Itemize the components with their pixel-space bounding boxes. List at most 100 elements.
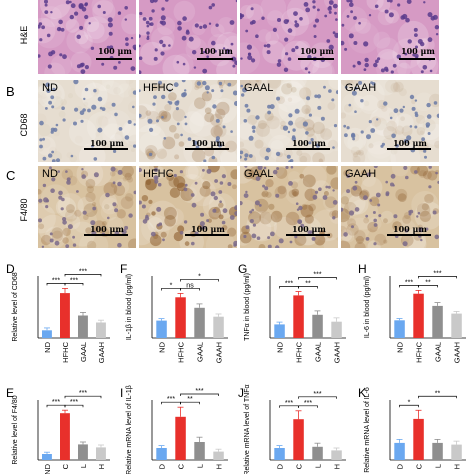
significance-label: ns	[186, 282, 194, 289]
significance-bracket	[298, 277, 337, 280]
significance-label: ***	[70, 399, 78, 406]
x-tick-label: GAAH	[97, 342, 106, 363]
panel-letter: I	[120, 386, 123, 400]
significance-label: ***	[79, 390, 87, 397]
micrograph-label: GAAL	[244, 168, 274, 180]
micrograph-cd68-1: ND 100 μm	[38, 80, 136, 162]
significance-bracket	[418, 285, 438, 288]
panel-letter: H	[358, 262, 367, 276]
scale-bar-label: 100 μm	[292, 138, 326, 148]
scale-bar-label: 100 μm	[393, 138, 427, 148]
micrograph-he-4: 100 μm	[341, 0, 439, 74]
x-tick-label: D	[396, 463, 405, 469]
y-axis-label: Relative level of CD68	[12, 272, 19, 341]
scale-bar-label: 100 μm	[401, 46, 435, 56]
x-tick-label: GAAH	[215, 342, 224, 363]
significance-bracket	[399, 404, 419, 408]
bar-c	[293, 419, 304, 460]
scale-bar	[185, 234, 229, 236]
bar-l	[432, 442, 443, 460]
significance-bracket	[180, 279, 219, 282]
x-tick-label: GAAH	[333, 342, 342, 363]
scale-bar-label: 100 μm	[90, 138, 124, 148]
bar-h	[331, 450, 342, 460]
bar-gaah	[331, 321, 342, 338]
row-label-f480: F4/80	[19, 198, 29, 222]
bar-gaal	[312, 314, 323, 339]
bar-gaah	[451, 313, 462, 338]
bar-chart-h: H IL-6 in blood (pg/ml) ND HFHC GAAL GAAH *** *…	[356, 262, 472, 374]
x-tick-label: C	[295, 463, 304, 469]
bar-chart-svg: I Relative mRNA level of IL-1β D C L H*** ****…	[120, 385, 228, 474]
bar-chart-e: E Relative level of F4/80 ND C L H *** *** ***	[4, 386, 116, 474]
y-axis-label: Relative mRNA level of IL-1β	[126, 385, 133, 474]
bar-c	[413, 418, 424, 460]
significance-bracket	[180, 288, 200, 291]
significance-label: ***	[52, 277, 60, 284]
x-tick-label: ND	[43, 341, 52, 352]
significance-label: ***	[52, 399, 60, 406]
scale-bar	[185, 148, 229, 150]
bar-hfhc	[293, 295, 304, 338]
x-tick-label: C	[177, 463, 186, 469]
significance-bracket	[418, 395, 457, 399]
x-tick-label: ND	[43, 463, 52, 474]
significance-label: ***	[195, 388, 203, 395]
scale-bar	[84, 148, 128, 150]
bar-hfhc	[413, 293, 424, 338]
x-tick-label: GAAL	[434, 342, 443, 362]
micrograph-he-2: 100 μm	[139, 0, 237, 74]
bar-gaal	[432, 305, 443, 338]
bar-h	[96, 447, 106, 460]
bar-h	[213, 451, 224, 460]
x-tick-label: H	[333, 464, 342, 469]
bar-c	[175, 416, 186, 460]
micrograph-label: HFHC	[143, 168, 174, 180]
significance-label: ***	[79, 268, 87, 275]
scale-bar-label: 100 μm	[199, 46, 233, 56]
scale-bar	[298, 58, 334, 60]
panel-letter: K	[358, 386, 366, 400]
x-tick-label: GAAL	[314, 342, 323, 362]
micrograph-label: GAAH	[345, 168, 377, 180]
bar-l	[194, 442, 205, 460]
panel-letter-c: C	[6, 168, 16, 183]
significance-label: ***	[313, 272, 321, 279]
x-tick-label: D	[158, 463, 167, 469]
micrograph-cd68-2: HFHC 100 μm	[139, 80, 237, 162]
significance-label: ***	[433, 270, 441, 277]
panel-letter-b: B	[6, 84, 15, 99]
significance-label: **	[425, 279, 431, 286]
bar-chart-g: G TNFα in blood (pg/ml) ND HFHC GAAL GAAH *** *…	[236, 262, 352, 374]
significance-label: ***	[70, 277, 78, 284]
significance-bracket	[180, 393, 219, 396]
significance-label: ***	[285, 400, 293, 407]
micrograph-label: ND	[42, 168, 58, 180]
scale-bar	[387, 148, 431, 150]
x-tick-label: C	[415, 463, 424, 469]
bar-d	[394, 442, 405, 460]
scale-bar-label: 100 μm	[90, 224, 124, 234]
bar-gaal	[78, 315, 88, 338]
significance-bracket	[64, 283, 84, 286]
bar-chart-j: J Relative mRNA level of TNFα D C L H *** *** **…	[236, 384, 352, 474]
y-axis-label: Relative level of F4/80	[12, 395, 19, 464]
x-tick-label: HFHC	[61, 341, 70, 362]
significance-label: ***	[167, 396, 175, 403]
significance-bracket	[64, 274, 102, 277]
micrograph-f480-2: HFHC 100 μm	[139, 166, 237, 248]
scale-bar	[96, 58, 132, 60]
x-tick-label: H	[453, 464, 462, 469]
x-tick-label: HFHC	[177, 341, 186, 362]
y-axis-label: Relative mRNA level of TNFα	[244, 384, 251, 474]
micrograph-he-3: 100 μm	[240, 0, 338, 74]
micrograph-label: ND	[42, 82, 58, 94]
significance-label: **	[187, 396, 193, 403]
row-label-cd68: CD68	[19, 113, 29, 137]
y-axis-label: Relative mRNA level of IL-6	[364, 387, 371, 473]
panel-letter: F	[120, 262, 127, 276]
